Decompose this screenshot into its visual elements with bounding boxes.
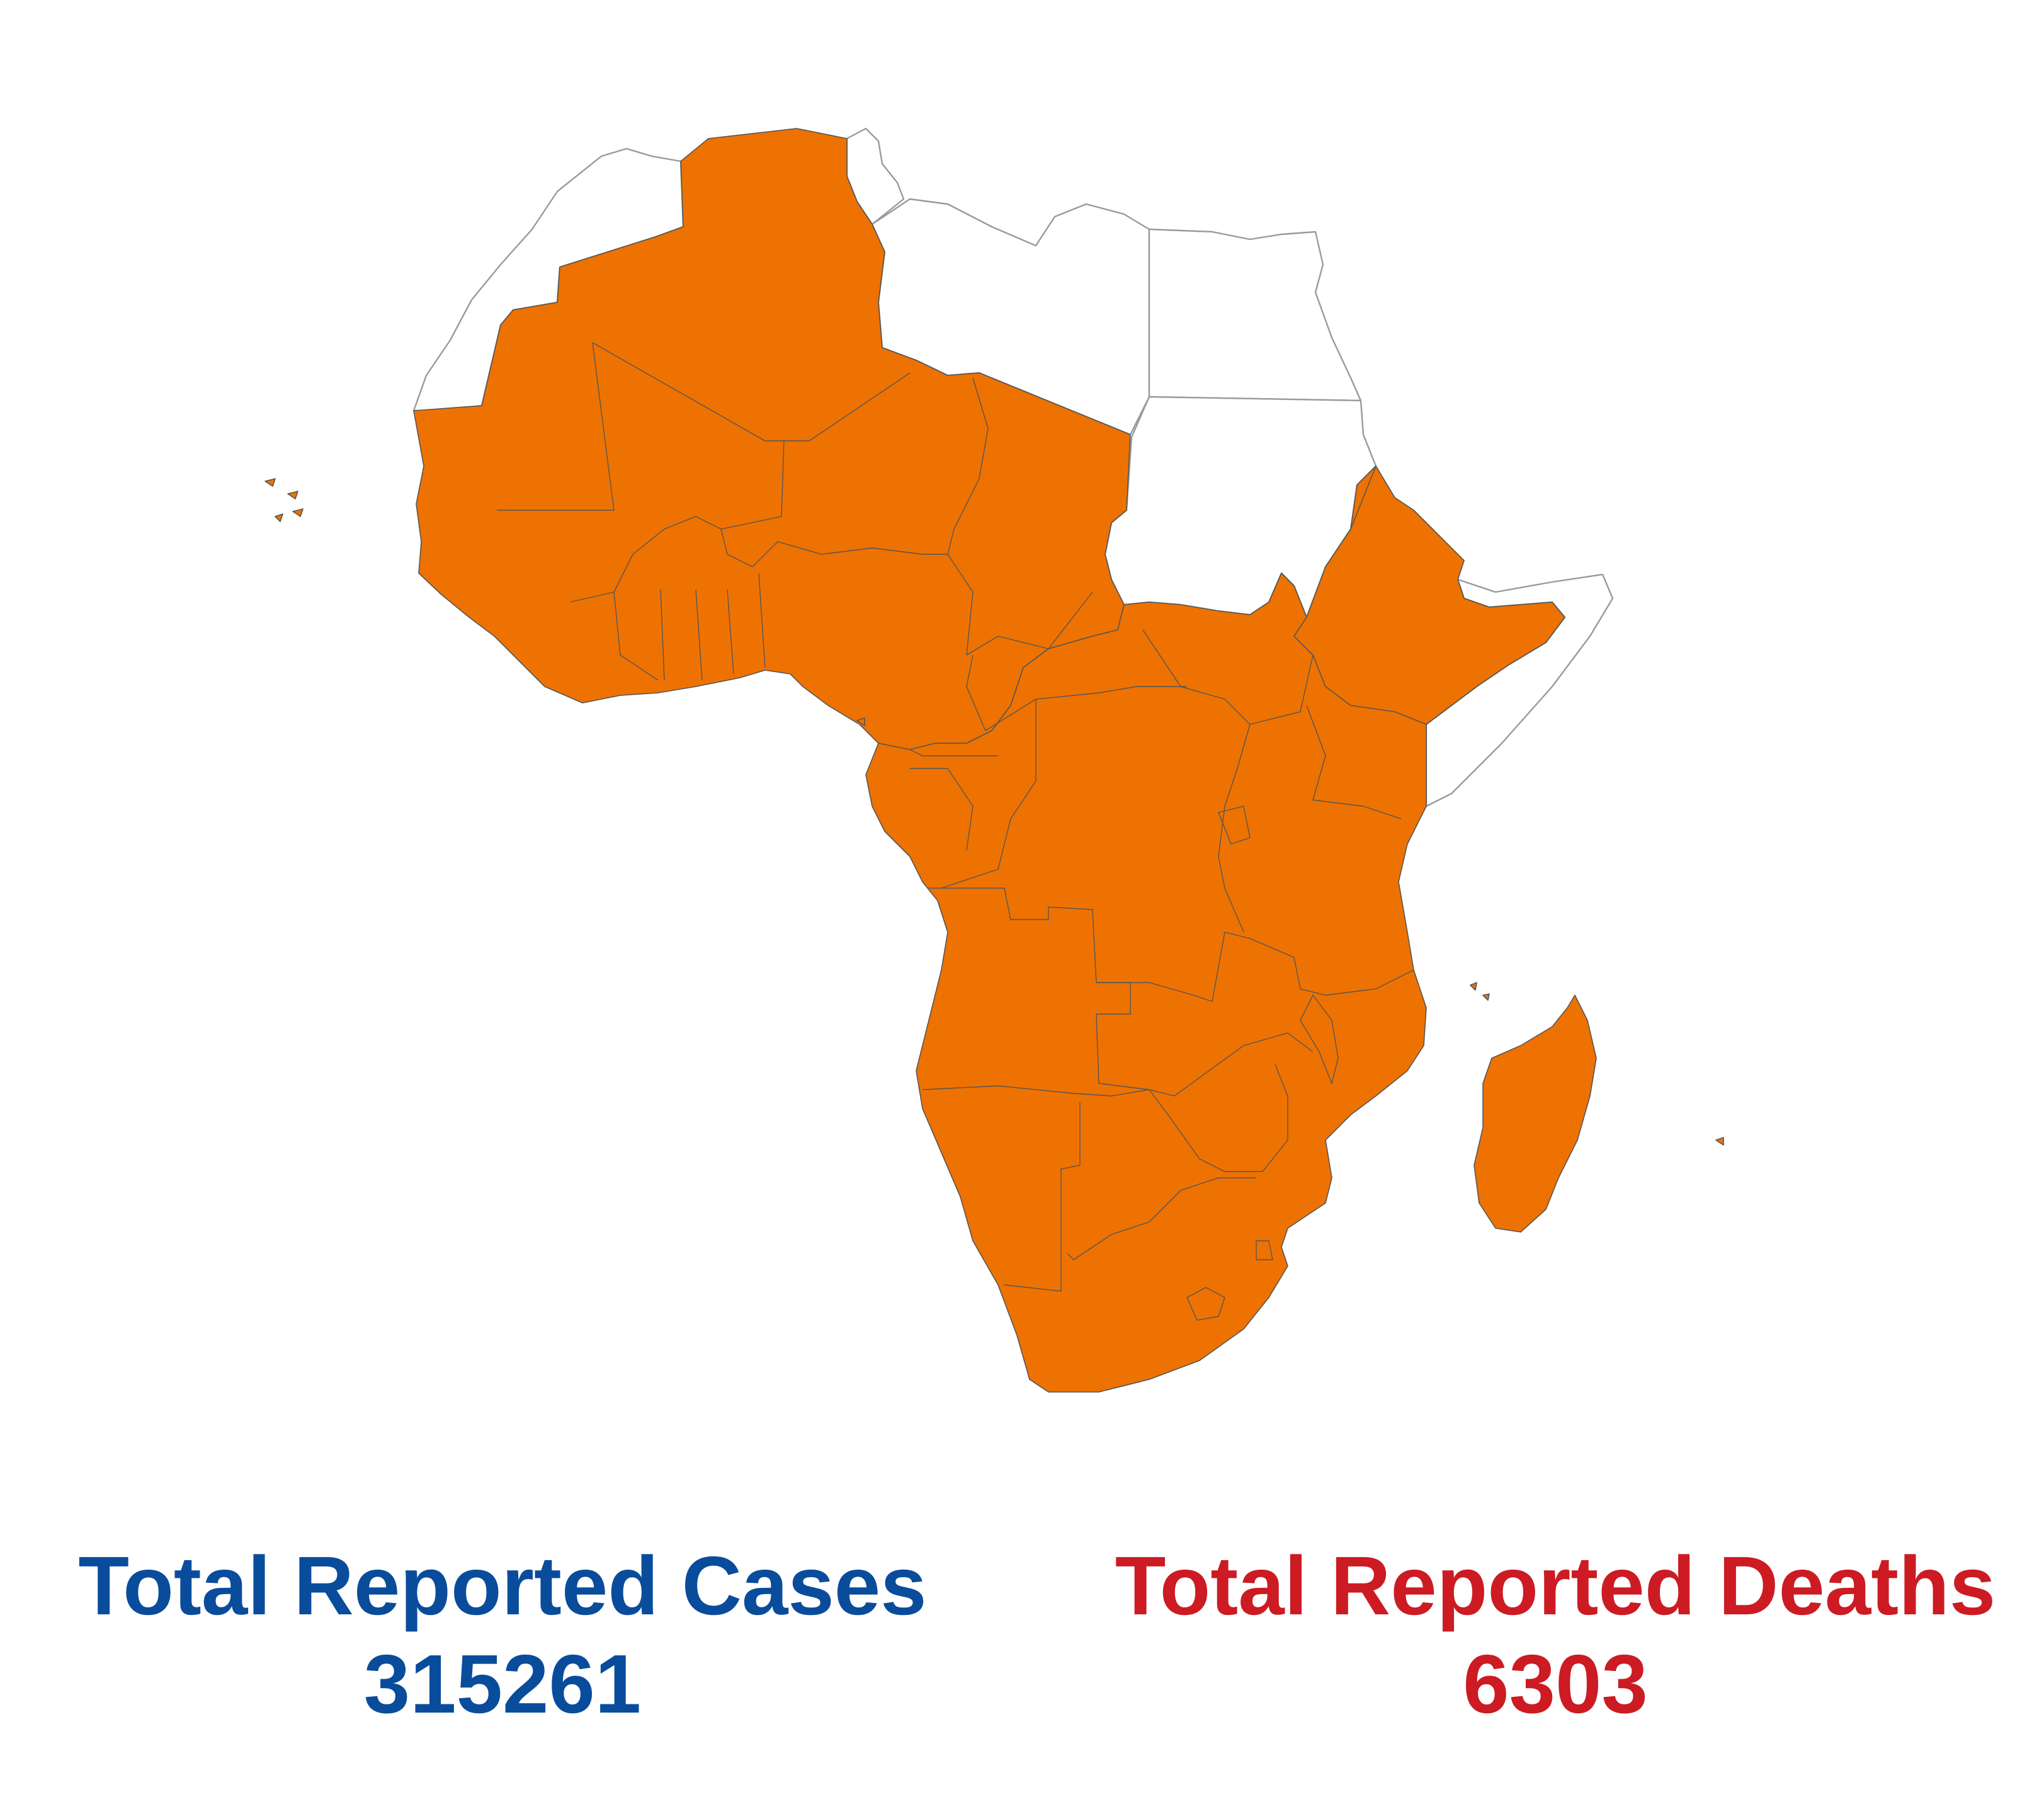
total-deaths-label: Total Reported Deaths xyxy=(1115,1539,1996,1632)
region-cape-verde xyxy=(264,478,304,522)
total-deaths-stat: Total Reported Deaths 6303 xyxy=(1083,1537,2028,1733)
region-egypt xyxy=(1148,228,1362,402)
total-cases-value: 315261 xyxy=(363,1637,642,1730)
region-sao-tome xyxy=(856,717,865,726)
total-cases-label: Total Reported Cases xyxy=(78,1539,927,1632)
region-ethiopia xyxy=(1293,465,1565,725)
total-cases-stat: Total Reported Cases 315261 xyxy=(30,1537,975,1733)
affected-regions xyxy=(264,128,1724,1393)
region-mauritius xyxy=(1715,1137,1724,1146)
total-deaths-value: 6303 xyxy=(1463,1637,1648,1730)
region-comoros xyxy=(1470,982,1490,1001)
region-west-africa xyxy=(413,128,1131,750)
region-madagascar xyxy=(1473,995,1597,1233)
country-borders xyxy=(497,342,1414,1321)
